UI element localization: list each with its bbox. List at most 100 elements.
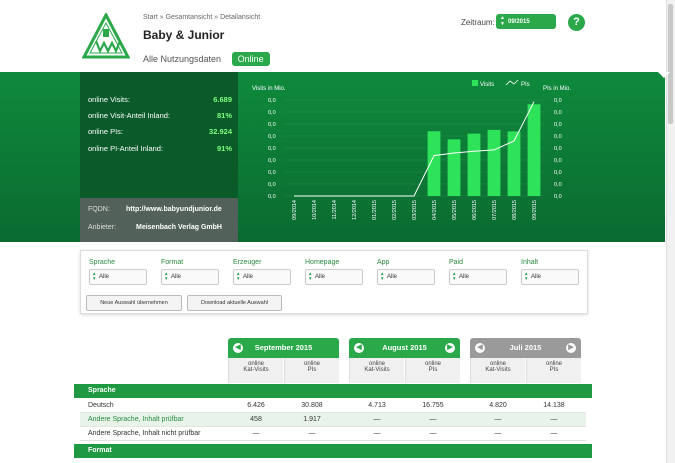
filter-label: Erzeuger bbox=[233, 259, 262, 266]
legend-visits-swatch bbox=[472, 80, 478, 86]
fqdn-label: FQDN: bbox=[88, 206, 110, 213]
apply-selection-button[interactable]: Neue Auswahl übernehmen bbox=[86, 295, 182, 311]
x-tick-label: 06/2015 bbox=[472, 200, 478, 220]
table-cell: 1.917 bbox=[303, 416, 321, 423]
fqdn-link[interactable]: http://www.babyundjunior.de bbox=[126, 206, 222, 213]
prev-month-icon[interactable]: ◀ bbox=[475, 343, 485, 353]
y-tick-left: 0,0 bbox=[268, 146, 276, 152]
filter-value: Alle bbox=[387, 274, 398, 280]
vertical-scrollbar[interactable] bbox=[666, 0, 675, 463]
bar-visits bbox=[507, 131, 521, 196]
page-header: Start » Gesamtansicht » Detailansicht Ba… bbox=[0, 0, 665, 72]
bar-visits bbox=[527, 104, 541, 196]
x-tick-label: 02/2015 bbox=[392, 200, 398, 220]
stat-label: online PI-Anteil Inland: bbox=[88, 144, 164, 153]
subnav: Alle Nutzungsdaten Online bbox=[143, 52, 270, 66]
download-button[interactable]: Download aktuelle Auswahl bbox=[187, 295, 282, 311]
x-tick-label: 09/2015 bbox=[532, 200, 538, 220]
breadcrumb-start[interactable]: Start bbox=[143, 14, 158, 21]
filter-label: App bbox=[377, 259, 390, 266]
updown-arrow-icon: ▲ ▼ bbox=[92, 271, 97, 281]
y-tick-right: 0,0 bbox=[554, 110, 562, 116]
updown-arrow-icon: ▲ ▼ bbox=[236, 271, 241, 281]
table-cell: 6.426 bbox=[247, 402, 265, 409]
legend-pis-label: PIs bbox=[521, 82, 530, 88]
x-tick-label: 03/2015 bbox=[412, 200, 418, 220]
bar-visits bbox=[467, 133, 481, 196]
filter-value: Alle bbox=[315, 274, 326, 280]
y-tick-right: 0,0 bbox=[554, 182, 562, 188]
y-tick-left: 0,0 bbox=[268, 110, 276, 116]
band-notch bbox=[658, 72, 670, 78]
y-tick-right: 0,0 bbox=[554, 146, 562, 152]
row-label: Deutsch bbox=[88, 402, 114, 409]
updown-arrow-icon: ▲ ▼ bbox=[308, 271, 313, 281]
filter-label: Sprache bbox=[89, 259, 116, 266]
y-tick-right: 0,0 bbox=[554, 98, 562, 104]
breadcrumb-gesamtansicht[interactable]: Gesamtansicht bbox=[165, 14, 213, 21]
col-header-pis: online PIs bbox=[405, 358, 460, 383]
anbieter-label: Anbieter: bbox=[88, 224, 117, 231]
row-label[interactable]: Andere Sprache, Inhalt prüfbar bbox=[88, 416, 184, 423]
stat-label: online Visits: bbox=[88, 95, 130, 104]
updown-arrow-icon: ▲ ▼ bbox=[524, 271, 529, 281]
nav-alle-nutzungsdaten[interactable]: Alle Nutzungsdaten bbox=[143, 54, 222, 64]
breadcrumb: Start » Gesamtansicht » Detailansicht bbox=[143, 14, 261, 21]
filter-select[interactable]: ▲ ▼ Alle bbox=[233, 269, 291, 285]
prev-month-icon[interactable]: ◀ bbox=[354, 343, 364, 353]
filter-value: Alle bbox=[171, 274, 182, 280]
updown-arrow-icon: ▲ ▼ bbox=[452, 271, 457, 281]
section-sprache[interactable]: Sprache bbox=[74, 384, 592, 398]
y-tick-left: 0,0 bbox=[268, 98, 276, 104]
filter-label: Homepage bbox=[305, 259, 340, 266]
month-title: September 2015 bbox=[254, 343, 313, 352]
filter-select[interactable]: ▲ ▼ Alle bbox=[89, 269, 147, 285]
table-cell: — bbox=[429, 416, 437, 423]
help-button[interactable]: ? bbox=[568, 14, 585, 31]
x-tick-label: 08/2015 bbox=[512, 200, 518, 220]
col-header-kat-visits: online Kat-Visits bbox=[470, 358, 525, 383]
zeitraum-value: 09/2015 bbox=[508, 19, 530, 25]
nav-online-tab[interactable]: Online bbox=[231, 52, 270, 66]
y-axis-left-label: Visits in Mio. bbox=[252, 86, 286, 92]
y-tick-right: 0,0 bbox=[554, 194, 562, 200]
y-tick-right: 0,0 bbox=[554, 122, 562, 128]
zeitraum-select[interactable]: ▲ ▼ 09/2015 bbox=[496, 14, 556, 29]
month-title: Juli 2015 bbox=[509, 343, 542, 352]
filter-label: Format bbox=[161, 259, 184, 266]
scrollbar-thumb[interactable] bbox=[668, 4, 673, 124]
filter-select[interactable]: ▲ ▼ Alle bbox=[305, 269, 363, 285]
table-row: Deutsch 6.426 30.808 4.713 16.755 4.820 14.138 bbox=[80, 399, 586, 413]
table-cell: — bbox=[308, 430, 316, 437]
col-header-pis: online PIs bbox=[526, 358, 581, 383]
prev-month-icon[interactable]: ◀ bbox=[233, 343, 243, 353]
stat-value: 81% bbox=[216, 111, 232, 120]
table-cell: — bbox=[429, 430, 437, 437]
y-tick-left: 0,0 bbox=[268, 182, 276, 188]
table-cell: — bbox=[373, 416, 381, 423]
filter-sprache: Sprache ▲ ▼ Alle bbox=[89, 259, 147, 285]
table-cell: — bbox=[494, 430, 502, 437]
next-month-icon[interactable]: ▶ bbox=[566, 343, 576, 353]
filter-select[interactable]: ▲ ▼ Alle bbox=[161, 269, 219, 285]
stat-pi-anteil: online PI-Anteil Inland: 91% bbox=[88, 144, 232, 153]
section-format[interactable]: Format bbox=[74, 444, 592, 458]
stat-label: online Visit-Anteil Inland: bbox=[88, 111, 170, 120]
filter-label: Paid bbox=[449, 259, 464, 266]
filter-select[interactable]: ▲ ▼ Alle bbox=[377, 269, 435, 285]
bar-visits bbox=[447, 139, 461, 196]
x-tick-label: 12/2014 bbox=[352, 200, 358, 220]
breadcrumb-detailansicht[interactable]: Detailansicht bbox=[220, 14, 261, 21]
next-month-icon[interactable]: ▶ bbox=[445, 343, 455, 353]
month-bar: ◀ August 2015 ▶ bbox=[349, 338, 460, 358]
col-header-kat-visits: online Kat-Visits bbox=[228, 358, 283, 383]
table-cell: — bbox=[373, 430, 381, 437]
month-september: ◀ September 2015 online Kat-Visits online… bbox=[228, 338, 339, 383]
bar-visits bbox=[427, 131, 441, 196]
filter-select[interactable]: ▲ ▼ Alle bbox=[449, 269, 507, 285]
filter-homepage: Homepage ▲ ▼ Alle bbox=[305, 259, 363, 285]
month-bar: ◀ September 2015 bbox=[228, 338, 339, 358]
filter-select[interactable]: ▲ ▼ Alle bbox=[521, 269, 579, 285]
visits-chart: Visits in Mio. PIs in Mio. Visits PIs 0,0 0,0… bbox=[252, 79, 571, 220]
ivw-logo[interactable] bbox=[82, 13, 130, 61]
